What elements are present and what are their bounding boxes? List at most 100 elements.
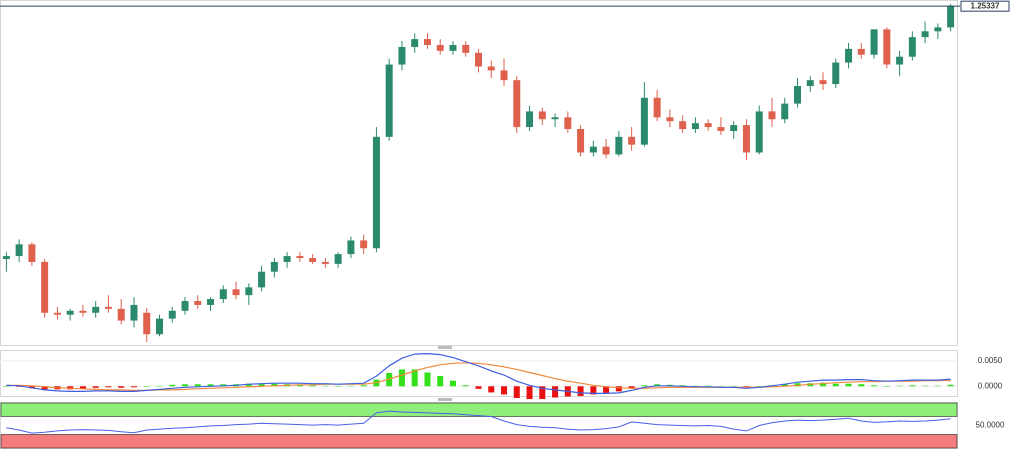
panel-resize-handle[interactable] <box>438 398 452 401</box>
candle-body <box>270 261 278 272</box>
candle-body <box>538 111 546 120</box>
histogram-bar <box>934 385 941 387</box>
histogram-bar <box>603 386 610 393</box>
candle-body <box>908 37 916 57</box>
histogram-bar <box>781 384 788 387</box>
candle-body <box>730 125 738 131</box>
candle-body <box>347 240 355 255</box>
histogram-bar <box>156 385 163 387</box>
candle-body <box>794 86 801 104</box>
candle-body <box>717 127 725 131</box>
rsi-panel-frame <box>0 402 958 449</box>
candle-body <box>2 256 10 259</box>
candle-body <box>321 261 329 264</box>
candle-body <box>526 111 534 128</box>
candle-body <box>283 256 291 262</box>
histogram-bar <box>832 383 839 387</box>
signal-line <box>6 362 951 391</box>
histogram-bar <box>411 369 418 387</box>
histogram-bar <box>322 385 329 387</box>
histogram-bar <box>449 380 456 387</box>
histogram-bar <box>730 386 737 387</box>
candle-body <box>79 310 87 313</box>
last-price-label: 1.25337 <box>971 1 1000 10</box>
candle-body <box>704 123 712 128</box>
candle-body <box>513 80 521 128</box>
histogram-bar <box>207 384 214 387</box>
candle-body <box>857 48 865 55</box>
candle-body <box>653 97 661 118</box>
candle-body <box>896 56 904 65</box>
candle-body <box>334 254 342 264</box>
histogram-bar <box>258 383 265 387</box>
histogram-bar <box>105 386 112 388</box>
histogram-bar <box>883 386 890 387</box>
histogram-bar <box>641 385 648 387</box>
y-tick-label: 0.0050 <box>978 356 1003 365</box>
candle-body <box>589 146 597 153</box>
candle-body <box>781 103 789 120</box>
candle-body <box>845 48 853 63</box>
candle-body <box>947 5 955 28</box>
histogram-bar <box>182 384 189 387</box>
histogram-bar <box>858 384 865 387</box>
candle-body <box>436 44 444 51</box>
candle-body <box>360 240 368 249</box>
histogram-bar <box>947 384 954 387</box>
histogram-bar <box>130 386 137 388</box>
histogram-bar <box>909 385 916 387</box>
histogram-bar <box>398 369 405 387</box>
histogram-bar <box>169 384 176 387</box>
histogram-bar <box>335 386 342 387</box>
histogram-bar <box>118 386 125 388</box>
candle-body <box>117 308 125 321</box>
histogram-bar <box>705 385 712 387</box>
candle-body <box>232 289 240 296</box>
labels: 1.25337 0.0050 0.0000 50.0000 <box>960 0 1010 430</box>
marks <box>0 3 960 449</box>
histogram-bar <box>526 386 533 400</box>
candle-body <box>423 39 431 45</box>
candle-body <box>934 27 942 32</box>
histogram-bar <box>692 385 699 387</box>
histogram-bar <box>360 385 367 387</box>
candle-body <box>755 111 763 153</box>
histogram-bar <box>820 382 827 387</box>
candle-body <box>168 310 176 319</box>
histogram-bar <box>896 385 903 387</box>
candle-body <box>53 312 61 315</box>
histogram-bar <box>590 386 597 395</box>
candle-body <box>500 70 508 81</box>
histogram-bar <box>577 386 584 396</box>
candle-body <box>296 256 304 259</box>
rsi-line <box>6 410 951 434</box>
candle-body <box>883 29 891 65</box>
rsi-band <box>0 402 958 417</box>
candle-body <box>487 66 495 71</box>
histogram-bar <box>513 386 520 399</box>
candle-body <box>870 29 878 55</box>
candle-body <box>577 129 585 153</box>
histogram-bar <box>296 384 303 387</box>
price-panel-frame <box>0 0 958 346</box>
histogram-bar <box>245 383 252 387</box>
histogram-bar <box>271 383 278 387</box>
candle-body <box>143 312 151 335</box>
macd-line <box>6 352 951 394</box>
candle-body <box>602 146 610 155</box>
candle-body <box>551 117 559 120</box>
candle-body <box>194 301 202 305</box>
y-tick-label: 0.0000 <box>978 381 1003 390</box>
histogram-bar <box>488 386 495 393</box>
candle-body <box>411 39 419 47</box>
candle-body <box>15 244 23 257</box>
candle-body <box>691 123 699 130</box>
histogram-bar <box>628 386 635 389</box>
candle-body <box>92 306 100 313</box>
candle-body <box>28 244 36 262</box>
panel-resize-handle[interactable] <box>438 346 452 349</box>
candle-body <box>449 44 457 51</box>
candle-body <box>309 258 317 262</box>
